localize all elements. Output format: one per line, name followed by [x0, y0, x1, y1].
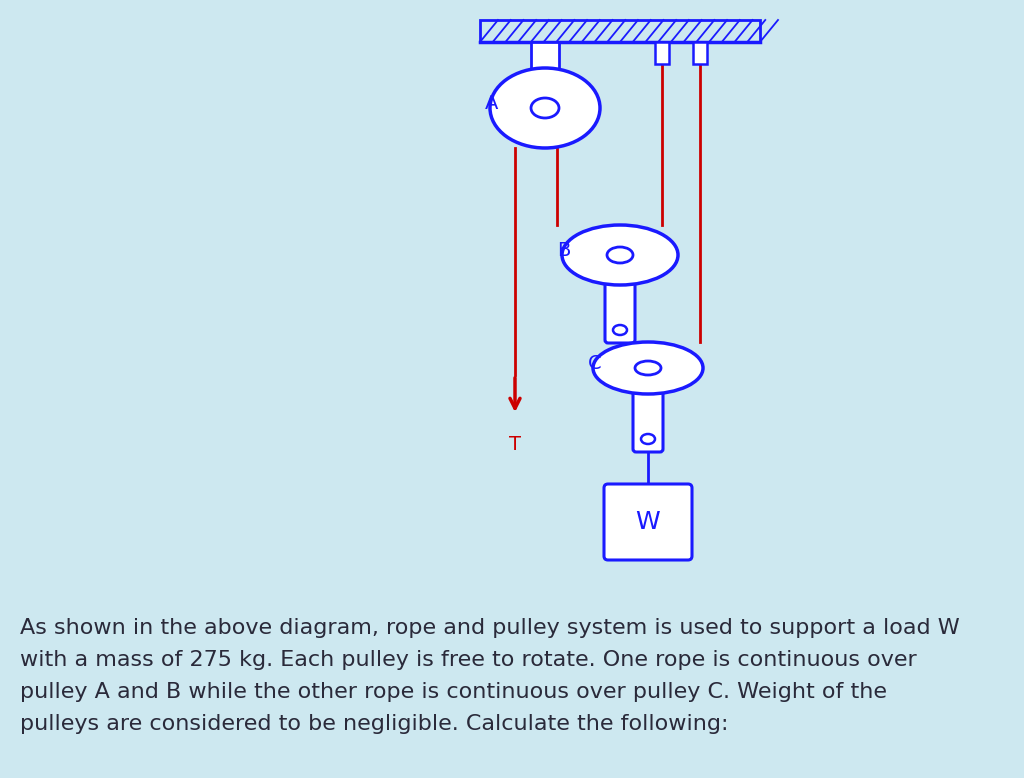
- FancyBboxPatch shape: [655, 42, 669, 64]
- Text: As shown in the above diagram, rope and pulley system is used to support a load : As shown in the above diagram, rope and …: [20, 618, 959, 734]
- Ellipse shape: [531, 98, 559, 118]
- FancyBboxPatch shape: [480, 20, 760, 42]
- Ellipse shape: [562, 225, 678, 285]
- FancyBboxPatch shape: [633, 386, 663, 452]
- Text: T: T: [509, 435, 521, 454]
- Text: W: W: [636, 510, 660, 534]
- FancyBboxPatch shape: [531, 42, 559, 110]
- Ellipse shape: [641, 434, 655, 444]
- FancyBboxPatch shape: [604, 484, 692, 560]
- FancyBboxPatch shape: [605, 277, 635, 343]
- Ellipse shape: [635, 361, 662, 375]
- Text: B: B: [557, 240, 570, 260]
- Ellipse shape: [613, 325, 627, 335]
- FancyBboxPatch shape: [693, 42, 707, 64]
- Text: A: A: [485, 93, 499, 113]
- Text: C: C: [588, 353, 602, 373]
- Ellipse shape: [593, 342, 703, 394]
- Ellipse shape: [607, 247, 633, 263]
- Ellipse shape: [490, 68, 600, 148]
